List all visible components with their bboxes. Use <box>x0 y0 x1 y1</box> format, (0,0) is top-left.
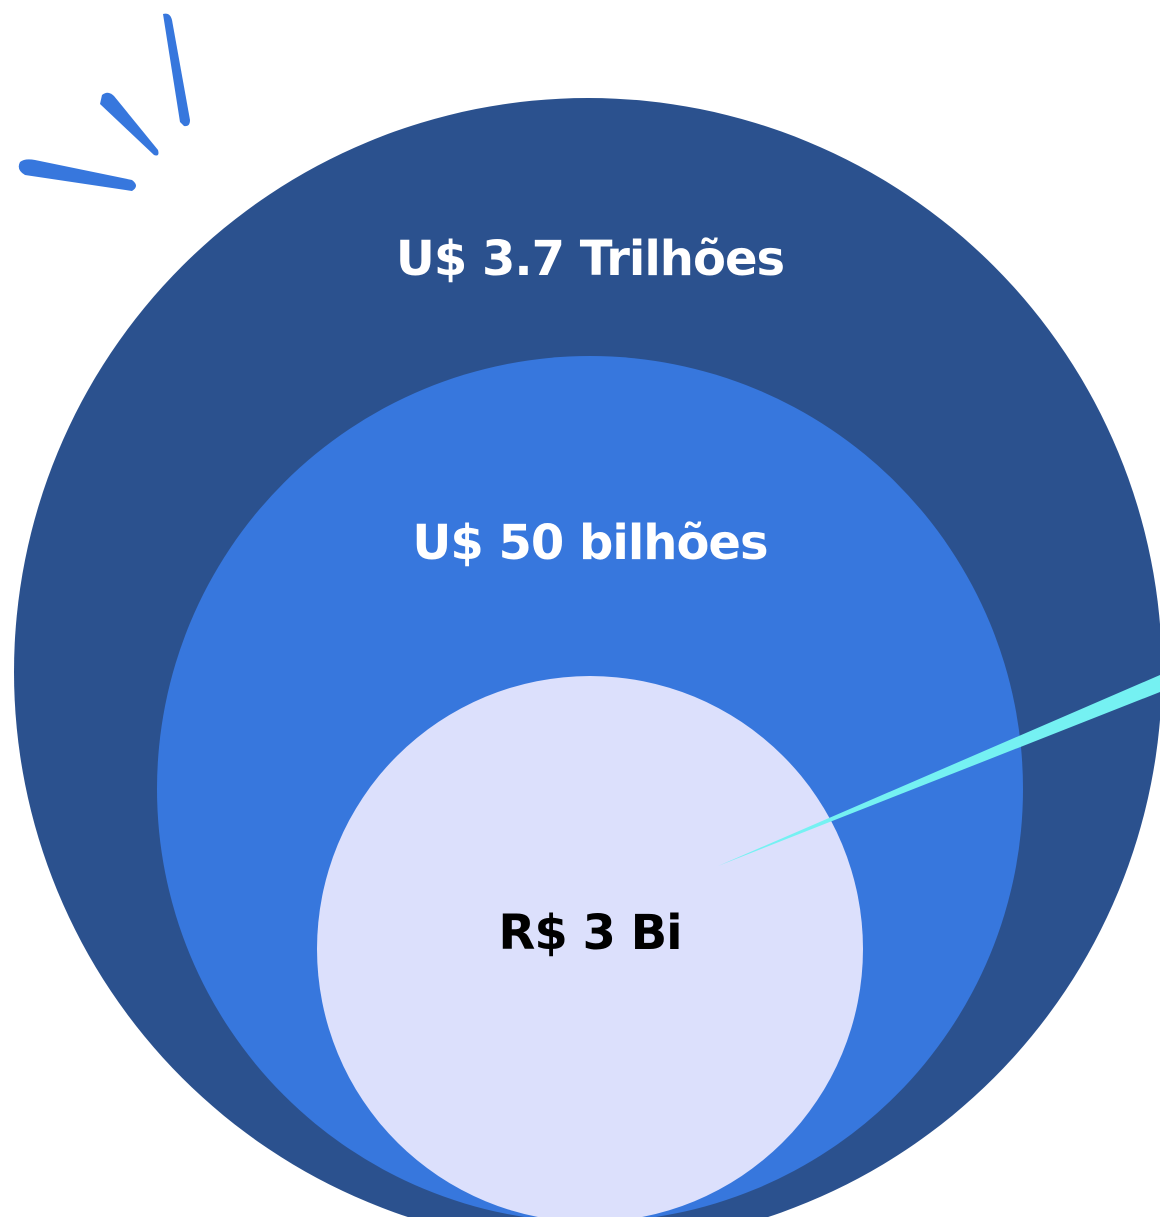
spark-strokes <box>19 14 190 191</box>
market-size-diagram: U$ 3.7 Trilhões U$ 50 bilhões R$ 3 Bi <box>0 0 1160 1217</box>
outer-label: U$ 3.7 Trilhões <box>396 231 784 287</box>
spark-stroke <box>163 14 190 127</box>
inner-label: R$ 3 Bi <box>498 905 681 961</box>
page: U$ 3.7 Trilhões U$ 50 bilhões R$ 3 Bi ((… <box>0 0 1160 1217</box>
middle-label: U$ 50 bilhões <box>412 515 767 571</box>
spark-stroke <box>100 93 159 156</box>
spark-stroke <box>19 159 136 191</box>
